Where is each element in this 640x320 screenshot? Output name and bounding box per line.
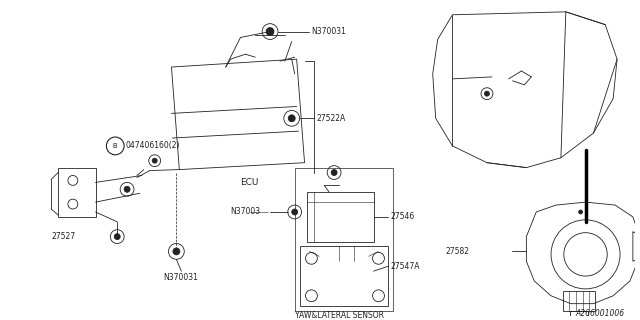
Text: 27546: 27546 — [390, 212, 415, 221]
Circle shape — [173, 248, 180, 255]
Text: 27522A: 27522A — [316, 114, 346, 123]
Circle shape — [124, 186, 130, 192]
Text: 27527: 27527 — [51, 232, 76, 241]
Text: 27547A: 27547A — [390, 262, 420, 271]
Circle shape — [288, 115, 295, 122]
Circle shape — [115, 234, 120, 240]
Text: 047406160(2): 047406160(2) — [125, 141, 180, 150]
Text: ECU: ECU — [241, 178, 259, 187]
Text: A266001006: A266001006 — [576, 309, 625, 318]
Text: B: B — [113, 143, 118, 149]
Text: 27582: 27582 — [445, 247, 470, 256]
Text: N370031: N370031 — [164, 273, 198, 282]
Circle shape — [331, 170, 337, 175]
Circle shape — [152, 158, 157, 163]
Text: YAW&LATERAL SENSOR: YAW&LATERAL SENSOR — [294, 311, 384, 320]
Text: N370031: N370031 — [312, 27, 346, 36]
Circle shape — [266, 28, 274, 36]
Circle shape — [292, 209, 298, 215]
Circle shape — [579, 210, 582, 214]
Circle shape — [484, 91, 490, 96]
Text: N37003: N37003 — [230, 207, 260, 216]
